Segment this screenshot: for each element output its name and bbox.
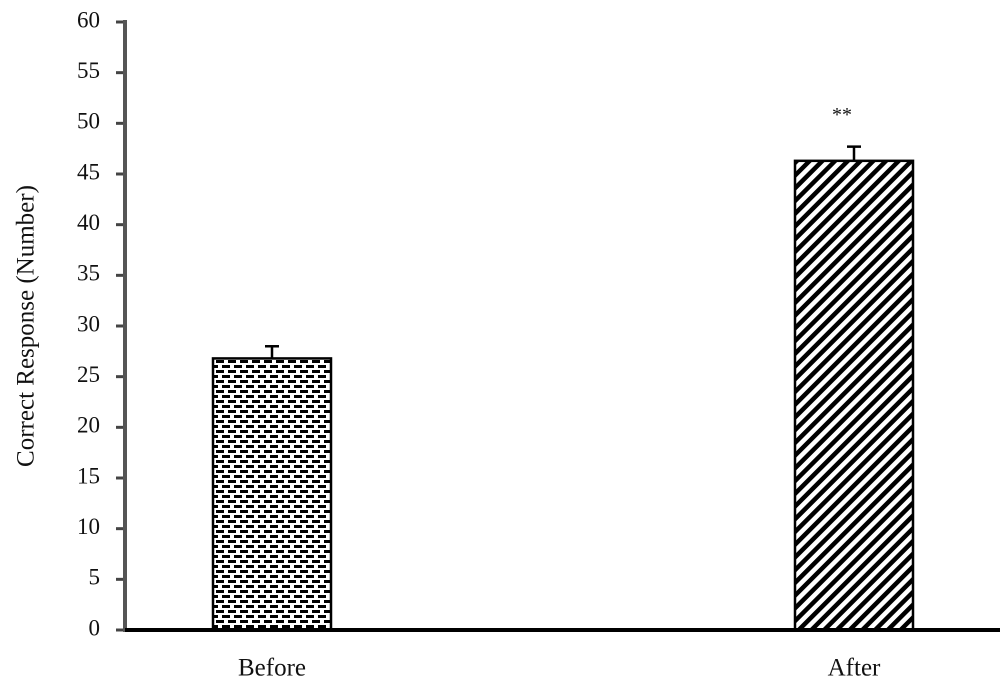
bar: [211, 357, 333, 632]
y-tick-label: 50: [77, 109, 100, 134]
error-bar: [265, 345, 279, 359]
y-tick-label: 10: [77, 514, 100, 539]
y-tick-label: 0: [89, 615, 101, 640]
y-tick-label: 15: [77, 463, 100, 488]
error-bar: [847, 145, 861, 161]
annotation: **: [832, 104, 852, 126]
y-tick-label: 5: [89, 565, 101, 590]
y-tick-label: 45: [77, 159, 100, 184]
y-tick-label: 60: [77, 7, 100, 32]
y-tick-label: 35: [77, 261, 100, 286]
y-tick-label: 30: [77, 311, 100, 336]
y-tick-label: 25: [77, 362, 100, 387]
y-tick-label: 55: [77, 58, 100, 83]
x-tick-label: After: [828, 655, 881, 682]
y-tick-label: 40: [77, 210, 100, 235]
y-axis-label: Correct Response (Number): [13, 185, 40, 467]
y-tick-label: 20: [77, 413, 100, 438]
x-tick-label: Before: [238, 655, 306, 682]
bar: [793, 159, 915, 632]
